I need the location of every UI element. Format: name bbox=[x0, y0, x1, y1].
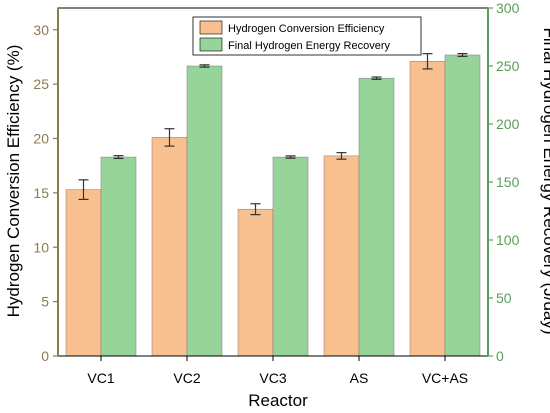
right-tick-label: 300 bbox=[496, 0, 520, 16]
bar-efficiency-vc1 bbox=[65, 189, 102, 357]
bar-recovery-vc-as bbox=[444, 54, 481, 357]
bar-efficiency-as bbox=[323, 155, 360, 357]
x-tick-label: VC3 bbox=[259, 370, 286, 386]
x-tick-label: VC+AS bbox=[422, 370, 468, 386]
error-bar-recovery-vc-as bbox=[457, 52, 468, 57]
left-tick-label: 0 bbox=[41, 348, 49, 364]
legend-swatch-efficiency bbox=[199, 20, 223, 35]
left-tick-label: 10 bbox=[33, 239, 49, 255]
legend-label-recovery: Final Hydrogen Energy Recovery bbox=[228, 40, 391, 52]
x-axis-title: Reactor bbox=[248, 391, 308, 410]
bar-recovery-as bbox=[358, 77, 395, 357]
left-tick-label: 5 bbox=[41, 294, 49, 310]
error-bars-layer bbox=[78, 52, 468, 216]
left-tick-label: 15 bbox=[33, 185, 49, 201]
right-tick-label: 200 bbox=[496, 116, 520, 132]
left-tick-label: 25 bbox=[33, 76, 49, 92]
right-y-axis-ticks: 0 50 100 150 200 250 300 bbox=[488, 0, 520, 364]
x-tick-label: VC2 bbox=[173, 370, 200, 386]
x-tick-label: VC1 bbox=[87, 370, 114, 386]
error-bar-efficiency-as bbox=[336, 152, 347, 160]
error-bar-recovery-vc1 bbox=[113, 155, 124, 160]
bar-efficiency-vc2 bbox=[151, 137, 188, 357]
right-tick-label: 250 bbox=[496, 58, 520, 74]
bar-recovery-vc2 bbox=[186, 65, 223, 357]
x-tick-label: AS bbox=[350, 370, 369, 386]
error-bar-recovery-vc2 bbox=[199, 64, 210, 68]
error-bar-efficiency-vc-as bbox=[422, 53, 433, 70]
right-y-axis-title: Final Hydrogen Energy Recovery (J/day) bbox=[540, 27, 550, 334]
error-bar-efficiency-vc2 bbox=[164, 128, 175, 147]
bar-efficiency-vc3 bbox=[237, 208, 274, 357]
right-tick-label: 50 bbox=[496, 290, 512, 306]
x-axis-ticks: VC1 VC2 VC3 AS VC+AS bbox=[87, 356, 468, 386]
legend-swatch-recovery bbox=[199, 37, 223, 52]
right-tick-label: 0 bbox=[496, 348, 504, 364]
legend-box bbox=[192, 16, 422, 56]
error-bar-efficiency-vc1 bbox=[78, 179, 89, 200]
left-tick-label: 20 bbox=[33, 131, 49, 147]
error-bar-efficiency-vc3 bbox=[250, 203, 261, 216]
left-y-axis-title: Hydrogen Conversion Efficiency (%) bbox=[4, 45, 23, 318]
legend: Hydrogen Conversion Efficiency Final Hyd… bbox=[192, 16, 422, 56]
left-y-axis-ticks: 0 5 10 15 20 25 30 bbox=[33, 22, 58, 364]
error-bar-recovery-as bbox=[371, 76, 382, 80]
bar-recovery-vc3 bbox=[272, 156, 309, 357]
left-tick-label: 30 bbox=[33, 22, 49, 38]
bars-layer bbox=[65, 54, 481, 357]
right-tick-label: 100 bbox=[496, 232, 520, 248]
right-tick-label: 150 bbox=[496, 174, 520, 190]
bar-efficiency-vc-as bbox=[409, 61, 446, 357]
bar-recovery-vc1 bbox=[100, 156, 137, 357]
legend-label-efficiency: Hydrogen Conversion Efficiency bbox=[228, 23, 385, 35]
error-bar-recovery-vc3 bbox=[285, 155, 296, 159]
